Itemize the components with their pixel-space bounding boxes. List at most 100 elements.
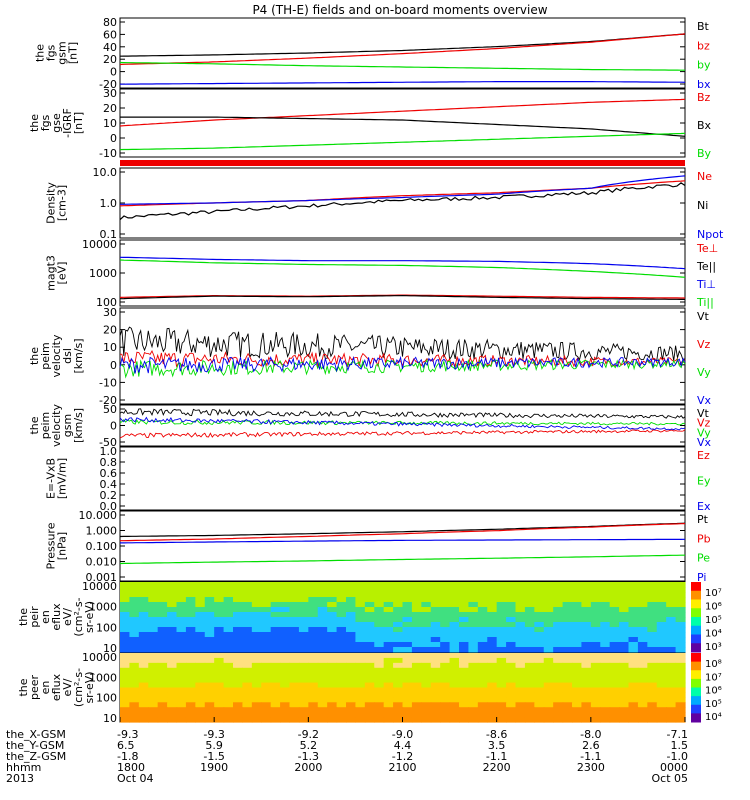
spectrogram-cell <box>223 717 234 723</box>
spectrogram-cell <box>411 612 422 618</box>
spectrogram-cell <box>515 587 526 593</box>
spectrogram-cell <box>430 612 441 618</box>
spectrogram-cell <box>251 587 262 593</box>
spectrogram-cell <box>223 692 234 698</box>
spectrogram-cell <box>675 622 686 628</box>
spectrogram-cell <box>120 602 131 608</box>
spectrogram-cell <box>327 627 338 633</box>
spectrogram-cell <box>581 602 592 608</box>
spectrogram-cell <box>204 717 215 723</box>
spectrogram-cell <box>393 622 404 628</box>
spectrogram-cell <box>487 597 498 603</box>
spectrogram-cell <box>336 662 347 669</box>
spectrogram-cell <box>289 617 300 623</box>
spectrogram-cell <box>581 717 592 723</box>
spectrogram-cell <box>298 672 309 679</box>
spectrogram-cell <box>167 697 178 703</box>
spectrogram-cell <box>148 667 159 674</box>
spectrogram-cell <box>675 702 686 708</box>
y-axis-label-line: peim <box>39 412 52 440</box>
spectrogram-cell <box>383 697 394 703</box>
spectrogram-cell <box>666 672 677 679</box>
y-axis-label-line: dsl <box>61 348 74 364</box>
spectrogram-cell <box>157 592 168 598</box>
spectrogram-cell <box>421 717 432 723</box>
spectrogram-cell <box>562 717 573 723</box>
spectrogram-cell <box>449 712 460 718</box>
spectrogram-cell <box>609 617 620 623</box>
spectrogram-cell <box>487 647 498 653</box>
spectrogram-cell <box>411 687 422 694</box>
spectrogram-cell <box>430 587 441 593</box>
x-tick-label: 2100 <box>389 761 417 774</box>
spectrogram-cell <box>176 622 187 628</box>
spectrogram-cell <box>242 692 253 698</box>
spectrogram-cell <box>534 647 545 653</box>
spectrogram-cell <box>261 692 272 698</box>
spectrogram-cell <box>609 622 620 628</box>
spectrogram-cell <box>543 672 554 679</box>
spectrogram-cell <box>477 702 488 708</box>
spectrogram-cell <box>148 622 159 628</box>
legend-entry: By <box>697 147 712 160</box>
spectrogram-cell <box>393 712 404 718</box>
spectrogram-cell <box>543 602 554 608</box>
spectrogram-cell <box>393 617 404 623</box>
spectrogram-cell <box>543 582 554 588</box>
spectrogram-cell <box>157 717 168 723</box>
spectrogram-cell <box>383 682 394 689</box>
spectrogram-cell <box>308 717 319 723</box>
spectrogram-cell <box>449 702 460 708</box>
y-tick-label: 20 <box>103 324 117 337</box>
colorbar-segment <box>691 625 701 635</box>
spectrogram-cell <box>129 707 140 713</box>
spectrogram-cell <box>609 587 620 593</box>
spectrogram-cell <box>204 692 215 698</box>
spectrogram-cell <box>355 602 366 608</box>
spectrogram-cell <box>572 582 583 588</box>
spectrogram-cell <box>148 682 159 689</box>
spectrogram-cell <box>477 697 488 703</box>
spectrogram-cell <box>656 712 667 718</box>
spectrogram-cell <box>675 642 686 648</box>
spectrogram-cell <box>524 662 535 669</box>
x-tick-label: -1.0 <box>667 750 688 763</box>
legend-entry: Te|| <box>696 260 716 273</box>
x-row-label: the_Z-GSM <box>6 750 66 763</box>
spectrogram-cell <box>185 677 196 684</box>
spectrogram-cell <box>637 632 648 638</box>
spectrogram-cell <box>572 672 583 679</box>
spectrogram-cell <box>185 602 196 608</box>
spectrogram-cell <box>647 717 658 723</box>
spectrogram-cell <box>355 653 366 659</box>
spectrogram-cell <box>223 662 234 669</box>
spectrogram-cell <box>270 627 281 633</box>
spectrogram-cell <box>572 677 583 684</box>
spectrogram-cell <box>233 667 244 674</box>
spectrogram-cell <box>204 707 215 713</box>
spectrogram-cell <box>308 657 319 664</box>
y-tick-label: 20 <box>103 53 117 66</box>
spectrogram-cell <box>289 657 300 664</box>
spectrogram-cell <box>317 587 328 593</box>
spectrogram-cell <box>572 653 583 659</box>
spectrogram-cell <box>261 717 272 723</box>
colorbar-tick-label: 10⁷ <box>705 588 722 599</box>
spectrogram-cell <box>346 637 357 643</box>
spectrogram-cell <box>289 692 300 698</box>
spectrogram-cell <box>223 607 234 613</box>
spectrogram-cell <box>129 602 140 608</box>
spectrogram-cell <box>261 637 272 643</box>
spectrogram-cell <box>628 672 639 679</box>
spectrogram-cell <box>185 612 196 618</box>
spectrogram-cell <box>675 597 686 603</box>
spectrogram-cell <box>195 662 206 669</box>
spectrogram-cell <box>430 707 441 713</box>
y-tick-label: 10.000 <box>79 509 118 522</box>
spectrogram-cell <box>600 672 611 679</box>
spectrogram-cell <box>506 712 517 718</box>
spectrogram-cell <box>289 662 300 669</box>
spectrogram-cell <box>383 587 394 593</box>
